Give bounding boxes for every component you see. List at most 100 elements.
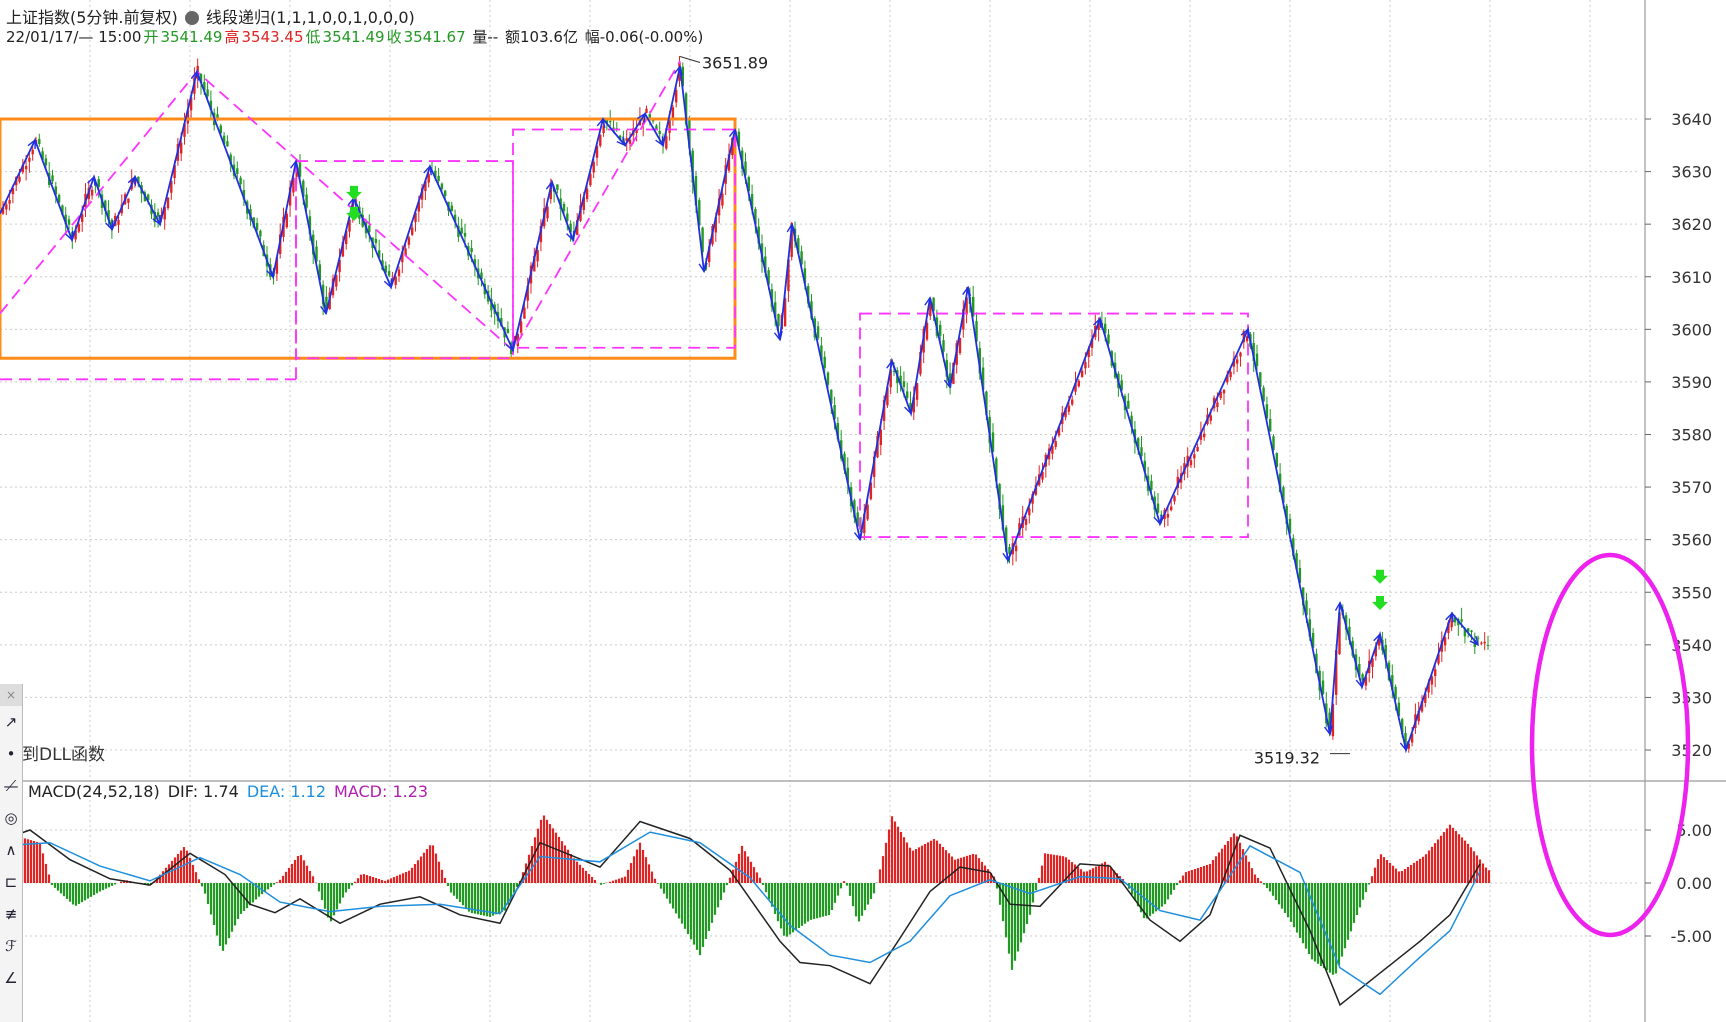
candle-body xyxy=(721,194,723,206)
candle-body xyxy=(507,329,509,333)
dll-note: 到DLL函数 xyxy=(22,740,105,765)
candle-body xyxy=(8,200,10,204)
quote-datetime: 22/01/17/— 15:00 xyxy=(6,28,141,46)
candle-body xyxy=(1487,645,1489,646)
candle-body xyxy=(51,175,53,181)
volume-value: 量-- xyxy=(472,28,498,46)
macd-tick-label: -5.00 xyxy=(1671,927,1712,946)
candle-body xyxy=(411,228,413,235)
candle-body xyxy=(1223,390,1225,394)
price-annotation: 3519.32 xyxy=(1254,749,1320,768)
candle-body xyxy=(1190,460,1192,465)
candle-body xyxy=(239,178,241,184)
open-label: 开 xyxy=(143,28,158,46)
candle-body xyxy=(1470,630,1472,632)
candle-body xyxy=(942,340,944,352)
fib-icon[interactable]: ℱ xyxy=(0,930,22,962)
candle-body xyxy=(437,176,439,181)
bracket-icon[interactable]: ⊏ xyxy=(0,866,22,898)
candle-body xyxy=(655,126,657,129)
candle-body xyxy=(68,219,70,224)
indicator-name[interactable]: 线段递归(1,1,1,0,0,1,0,0,0) xyxy=(206,8,415,27)
dot-line-icon[interactable]: •— xyxy=(0,738,22,770)
close-icon[interactable]: × xyxy=(0,684,22,706)
candles xyxy=(2,56,1489,753)
candle-body xyxy=(1269,419,1271,432)
macd-dea: DEA: 1.12 xyxy=(247,782,326,801)
candle-body xyxy=(1071,399,1073,404)
gear-icon[interactable] xyxy=(185,11,199,25)
candle-body xyxy=(256,223,258,230)
y-tick-label: 3590 xyxy=(1671,373,1712,392)
candle-body xyxy=(1015,546,1017,552)
open-value: 3541.49 xyxy=(160,28,222,46)
candle-body xyxy=(1078,381,1080,387)
candle-body xyxy=(1210,415,1212,420)
candle-body xyxy=(1434,669,1436,676)
arrow-line-icon[interactable]: ↗ xyxy=(0,706,22,738)
candle-body xyxy=(127,199,129,203)
major-pivot-box xyxy=(0,119,735,358)
y-tick-label: 3640 xyxy=(1671,110,1712,129)
candle-body xyxy=(408,237,410,244)
candle-body xyxy=(117,220,119,225)
candle-body xyxy=(1167,514,1169,517)
symbol-name[interactable]: 上证指数(5分钟.前复权) xyxy=(6,8,178,27)
down-arrow-icon xyxy=(1372,596,1388,610)
macd-name[interactable]: MACD(24,52,18) xyxy=(28,782,160,801)
y-tick-label: 3630 xyxy=(1671,163,1712,182)
candle-body xyxy=(45,158,47,165)
high-label: 高 xyxy=(224,28,239,46)
candle-body xyxy=(1256,354,1258,366)
stroke-line xyxy=(0,66,1478,750)
candle-body xyxy=(523,308,525,319)
pivot-box xyxy=(296,161,513,358)
candle-body xyxy=(1239,352,1241,356)
candle-body xyxy=(1196,447,1198,451)
parallel-lines-icon[interactable]: ≢ xyxy=(0,898,22,930)
candle-body xyxy=(824,357,826,368)
candle-body xyxy=(1068,406,1070,412)
candle-body xyxy=(939,325,941,336)
candle-body xyxy=(206,89,208,96)
candle-body xyxy=(305,195,307,208)
low-value: 3541.49 xyxy=(323,28,385,46)
y-tick-label: 3520 xyxy=(1671,741,1712,760)
candle-body xyxy=(470,248,472,252)
candle-body xyxy=(388,271,390,275)
candle-body xyxy=(1173,496,1175,501)
candle-body xyxy=(1193,454,1195,458)
candle-body xyxy=(817,326,819,338)
candle-body xyxy=(91,190,93,196)
candle-body xyxy=(404,248,406,255)
fan-icon[interactable]: ∠ xyxy=(0,962,22,994)
candle-body xyxy=(28,158,30,162)
candle-body xyxy=(226,141,228,146)
candle-body xyxy=(259,231,261,237)
candle-body xyxy=(1480,643,1482,644)
macd-header: MACD(24,52,18) DIF: 1.74 DEA: 1.12 MACD: 1.… xyxy=(28,782,436,801)
price-annotation: 3651.89 xyxy=(702,53,768,72)
high-value: 3543.45 xyxy=(241,28,303,46)
candle-body xyxy=(18,177,20,182)
candle-body xyxy=(520,321,522,332)
candle-body xyxy=(1203,434,1205,438)
candle-body xyxy=(1025,519,1027,525)
candle-body xyxy=(1229,372,1231,377)
quote-line: 22/01/17/— 15:00 开 3541.49 高 3543.45 低 3541.49… xyxy=(6,26,705,47)
candle-body xyxy=(665,136,667,148)
zigzag-icon[interactable]: ∧ xyxy=(0,834,22,866)
candle-body xyxy=(398,269,400,276)
down-arrow-icon xyxy=(1372,570,1388,584)
y-tick-label: 3610 xyxy=(1671,268,1712,287)
down-arrow-icon xyxy=(346,186,362,200)
candle-body xyxy=(1028,508,1030,515)
y-tick-label: 3620 xyxy=(1671,215,1712,234)
candle-body xyxy=(38,139,40,144)
y-tick-label: 3530 xyxy=(1671,688,1712,707)
circle-icon[interactable]: ◎ xyxy=(0,802,22,834)
candle-body xyxy=(645,109,647,113)
candle-body xyxy=(1170,506,1172,510)
